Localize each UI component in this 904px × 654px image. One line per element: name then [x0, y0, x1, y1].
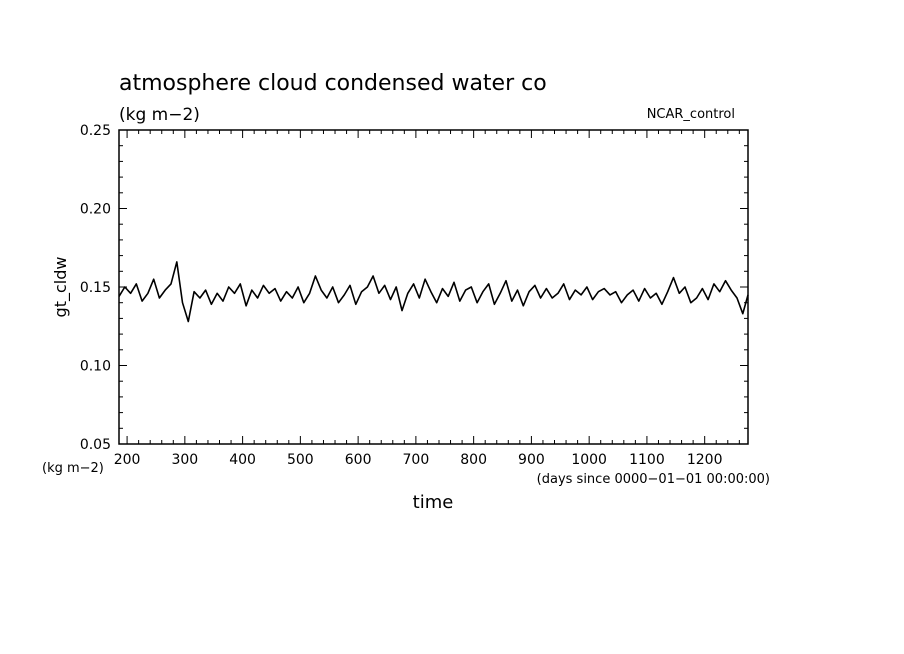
x-tick-label: 900 [518, 452, 545, 468]
x-tick-label: 300 [171, 452, 198, 468]
x-tick-label: 800 [460, 452, 487, 468]
x-tick-label: 700 [403, 452, 430, 468]
chart-title: atmosphere cloud condensed water co [119, 71, 547, 96]
y-tick-label: 0.10 [80, 359, 111, 375]
y-tick-label: 0.05 [80, 437, 111, 453]
y-tick-label: 0.20 [80, 202, 111, 218]
y-unit-label: (kg m−2) [42, 461, 104, 476]
x-tick-label: 400 [229, 452, 256, 468]
x-axis-label: time [413, 492, 454, 513]
x-tick-label: 1100 [629, 452, 665, 468]
x-tick-label: 200 [114, 452, 141, 468]
run-label: NCAR_control [647, 107, 735, 122]
y-axis-label: gt_cldw [51, 257, 71, 318]
chart-subtitle-units: (kg m−2) [119, 105, 200, 125]
plot-frame [118, 129, 749, 445]
x-tick-label: 1200 [687, 452, 723, 468]
series-line-gt-cldw [118, 261, 749, 323]
y-axis-ticks: 0.05 0.10 0.15 0.20 0.25 [80, 123, 748, 453]
x-unit-label: (days since 0000−01−01 00:00:00) [537, 472, 770, 487]
y-tick-label: 0.25 [80, 123, 111, 139]
x-tick-label: 1000 [571, 452, 607, 468]
y-tick-label: 0.15 [80, 280, 111, 296]
x-axis-ticks: 200 300 400 500 600 700 800 900 1000 1100 1200 [114, 130, 740, 468]
x-tick-label: 500 [287, 452, 314, 468]
x-tick-label: 600 [345, 452, 372, 468]
